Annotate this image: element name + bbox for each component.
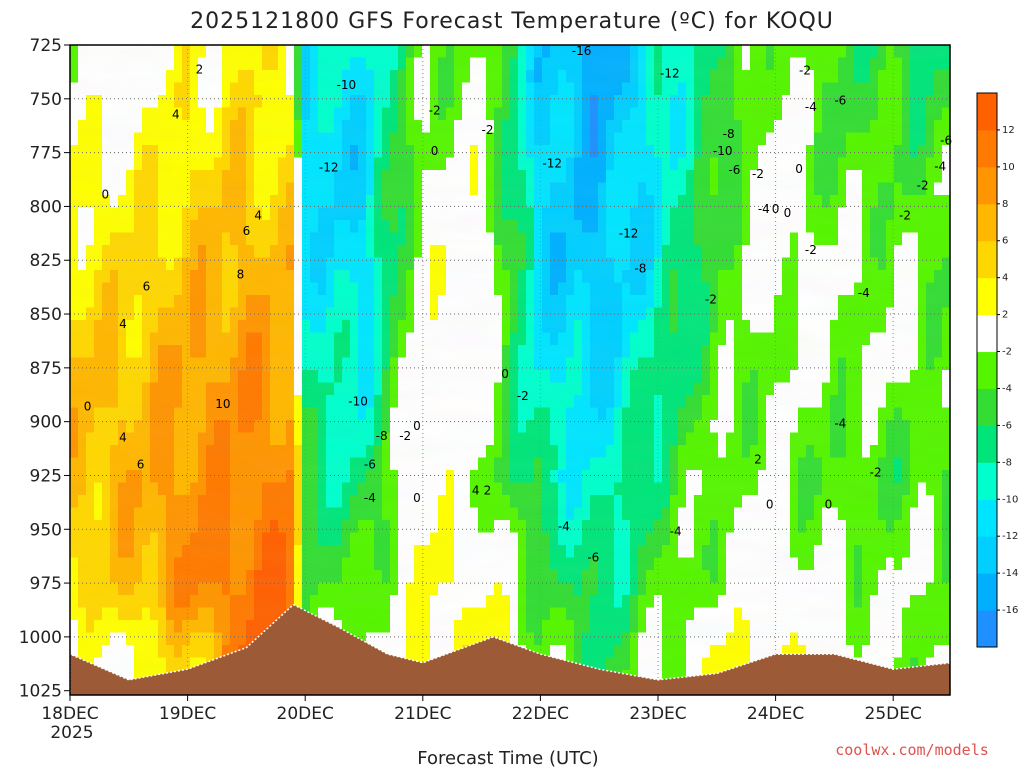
chart-title: 2025121800 GFS Forecast Temperature (ºC)… bbox=[190, 9, 834, 34]
plot-area bbox=[70, 45, 950, 695]
